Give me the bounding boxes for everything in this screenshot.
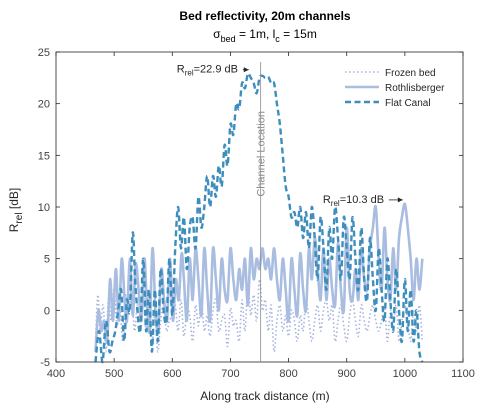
- annotation-sub: rel: [185, 69, 194, 78]
- y-tick-label: 10: [38, 202, 50, 214]
- subtitle-part-bed: bed: [221, 34, 236, 44]
- axes-layer: 400 500 600 700 800 900 1000 1100 -5 0 5 10 15 20 25: [38, 47, 475, 380]
- peak-annotation-text: Rrel=22.9 dB: [177, 64, 238, 78]
- series-layer: [94, 72, 424, 364]
- peak-annotation-text: Rrel=10.3 dB: [323, 194, 384, 208]
- annotation-main: R: [177, 64, 185, 76]
- x-tick-label: 1100: [451, 368, 475, 380]
- x-tick-label: 400: [47, 368, 65, 380]
- chart-subtitle: σbed = 1m, lc = 15m: [213, 27, 317, 44]
- y-tick-label: 0: [44, 305, 50, 317]
- subtitle-part-end: = 15m: [280, 27, 317, 41]
- x-tick-label: 600: [163, 368, 181, 380]
- legend-label: Frozen bed: [385, 68, 436, 79]
- x-tick-label: 1000: [393, 368, 417, 380]
- peak-annotation: Rrel=10.3 dB: [323, 194, 403, 208]
- annotation-value: =10.3 dB: [340, 194, 384, 206]
- subtitle-part-middle: = 1m, l: [236, 27, 276, 41]
- subtitle-part-sigma: σ: [213, 27, 221, 41]
- y-tick-label: 20: [38, 99, 50, 111]
- annotation-arrow-head: [397, 197, 403, 203]
- channel-location-label: Channel Location: [256, 111, 268, 197]
- x-tick-label: 700: [221, 368, 239, 380]
- x-axis-label: Along track distance (m): [200, 389, 329, 403]
- legend-label: Rothlisberger: [385, 83, 445, 94]
- y-tick-label: 25: [38, 47, 50, 59]
- x-tick-label: 900: [338, 368, 356, 380]
- y-axis-label-sub: rel: [14, 212, 25, 223]
- y-axis-label: Rrel [dB]: [7, 188, 25, 232]
- series-line-flat-canal: [94, 72, 424, 364]
- chart-title: Bed reflectivity, 20m channels: [179, 9, 351, 23]
- x-tick-label: 800: [279, 368, 297, 380]
- y-axis-label-main: R: [7, 223, 21, 232]
- annotation-arrow-head: [243, 67, 249, 73]
- x-tick-label: 500: [105, 368, 123, 380]
- legend-label: Flat Canal: [385, 98, 431, 109]
- annotation-main: R: [323, 194, 331, 206]
- subtitle-part-c: c: [275, 34, 280, 44]
- y-axis-label-unit: [dB]: [7, 188, 21, 213]
- annotation-value: =22.9 dB: [194, 64, 238, 76]
- y-tick-label: -5: [40, 357, 50, 369]
- legend: Frozen bed Rothlisberger Flat Canal: [345, 68, 445, 109]
- y-tick-label: 15: [38, 150, 50, 162]
- y-tick-label: 5: [44, 254, 50, 266]
- annotation-sub: rel: [331, 199, 340, 208]
- peak-annotation: Rrel=22.9 dB: [177, 64, 249, 78]
